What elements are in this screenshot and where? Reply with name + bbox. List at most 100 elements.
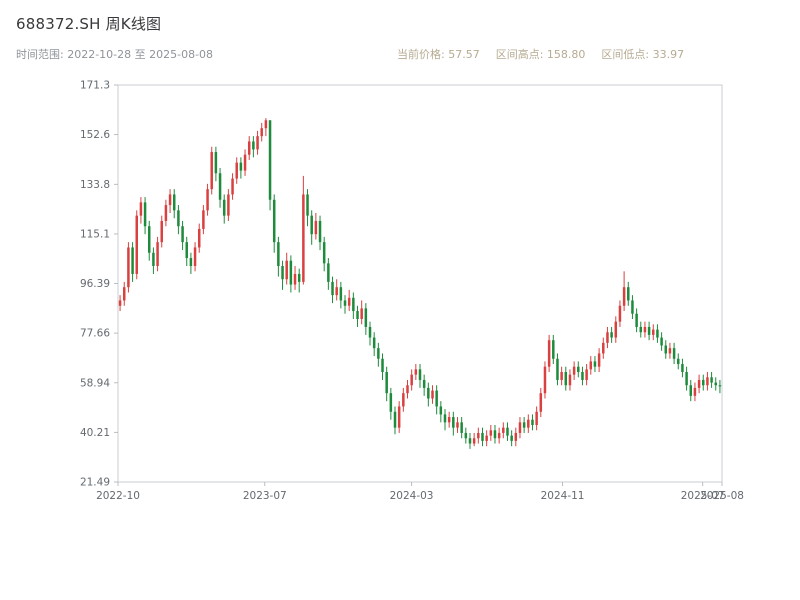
x-axis-labels: 2022-10 2023-07 2024-03 2024-11 2025-072025-… [96, 482, 744, 502]
y-tick-label: 171.3 [80, 80, 110, 92]
candle [718, 379, 722, 394]
candle [643, 321, 647, 338]
candle [322, 236, 326, 272]
candle [314, 212, 318, 240]
candle [572, 361, 576, 380]
candle [622, 271, 626, 312]
candle [289, 255, 293, 293]
candle [189, 252, 193, 274]
candle [318, 215, 322, 251]
candle [147, 220, 151, 261]
x-tick-label: 2023-07 [243, 490, 287, 502]
candle [431, 385, 434, 404]
candle [210, 146, 213, 195]
candle [464, 427, 468, 444]
candle [406, 379, 409, 399]
candle [647, 321, 651, 341]
candle [531, 414, 534, 431]
candle [435, 385, 438, 415]
candle [272, 194, 276, 253]
candle [543, 361, 547, 399]
candle [268, 120, 272, 211]
page-title: 688372.SH 周K线图 [16, 15, 162, 33]
candle [222, 194, 226, 224]
y-tick-label: 115.1 [80, 228, 110, 240]
candle [581, 366, 584, 386]
candle [156, 236, 159, 272]
candle [568, 369, 572, 391]
candle [410, 369, 413, 391]
candle [656, 324, 659, 343]
candle [339, 281, 343, 309]
candle [214, 146, 218, 182]
y-tick-label: 21.49 [80, 477, 110, 489]
y-axis-labels: 171.3 152.6 133.8 115.1 96.39 77.66 58.94 40.21… [80, 80, 118, 489]
candle [514, 427, 518, 447]
date-range-label: 时间范围: 2022-10-28 至 2025-08-08 [16, 48, 214, 61]
candle [627, 281, 630, 306]
candle [639, 321, 643, 338]
y-tick-label: 40.21 [80, 427, 110, 439]
candle [368, 321, 372, 346]
candle [227, 189, 230, 221]
candle [347, 289, 351, 312]
candle [285, 252, 288, 285]
candle [168, 189, 172, 213]
kline-chart: 171.3 152.6 133.8 115.1 96.39 77.66 58.94 40.21… [80, 80, 744, 503]
candle [393, 406, 397, 435]
candle [197, 223, 201, 253]
candle [681, 358, 684, 378]
candle [652, 324, 655, 341]
candle [443, 409, 447, 431]
candle [535, 406, 538, 431]
candle [231, 173, 234, 200]
candle [672, 342, 676, 365]
candle [706, 371, 709, 391]
candle [552, 334, 555, 365]
candle [447, 411, 451, 428]
candle [714, 377, 717, 391]
candle [564, 366, 568, 391]
candle [668, 342, 672, 359]
candle [468, 432, 472, 449]
candle [247, 136, 251, 160]
candle [381, 353, 384, 380]
stat-range-low: 区间低点: 33.97 [601, 48, 685, 61]
candle [418, 364, 422, 388]
x-tick-label: 2025-08 [700, 490, 744, 502]
candle [218, 167, 222, 208]
candle [685, 366, 688, 391]
candle [439, 401, 443, 423]
candle [389, 387, 393, 420]
candle [610, 326, 613, 343]
candle [252, 136, 255, 158]
candle [360, 300, 363, 325]
candle [131, 242, 134, 282]
plot-border [117, 84, 723, 483]
candle [556, 353, 559, 386]
candle [277, 236, 280, 277]
candle [123, 281, 126, 306]
candle [589, 356, 593, 375]
stat-current-price: 当前价格: 57.57 [397, 48, 480, 61]
candle [414, 364, 418, 380]
candle [502, 422, 505, 439]
candle [677, 353, 680, 370]
stats-bar: 当前价格: 57.57 区间高点: 158.80 区间低点: 33.97 [397, 46, 684, 62]
candle [164, 199, 168, 227]
candle [522, 417, 526, 433]
x-tick-label: 2024-11 [541, 490, 585, 502]
candle [260, 122, 263, 142]
candle [356, 305, 359, 327]
candle [139, 197, 143, 224]
candle [202, 205, 205, 235]
candle [239, 157, 243, 179]
candle [510, 430, 513, 447]
candle [377, 342, 380, 367]
candle [539, 387, 543, 418]
candle [460, 417, 463, 439]
candle [618, 300, 622, 327]
y-tick-label: 133.8 [80, 179, 110, 191]
candle [606, 326, 609, 349]
candle [143, 197, 147, 235]
